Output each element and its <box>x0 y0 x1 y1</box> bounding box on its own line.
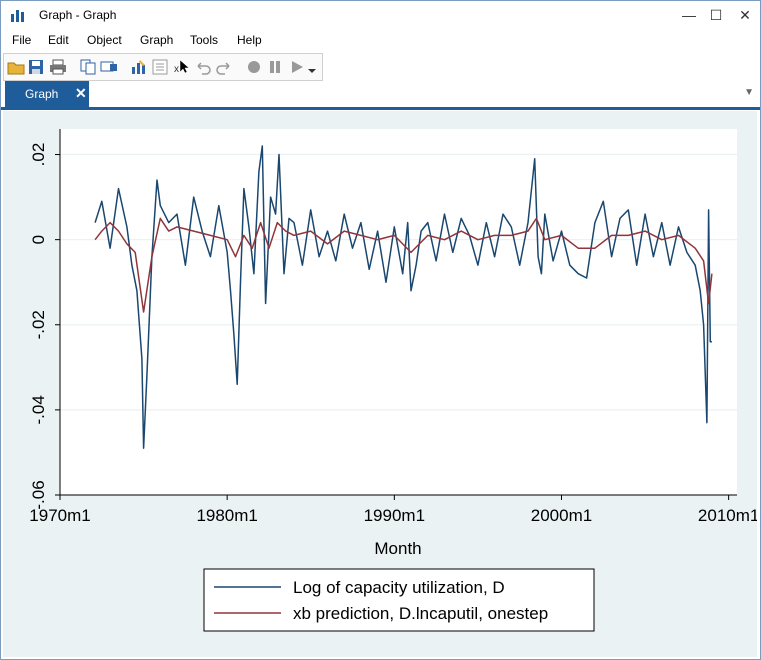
menu-file[interactable]: File <box>12 33 32 47</box>
menu-edit[interactable]: Edit <box>48 33 69 47</box>
graph-editor-icon[interactable] <box>130 58 148 76</box>
print-icon[interactable] <box>49 58 67 76</box>
tab-close-icon[interactable]: ✕ <box>75 85 87 101</box>
tab-list-dropdown-icon[interactable]: ▼ <box>744 87 754 98</box>
y-tick-label: 0 <box>29 235 48 244</box>
x-tick-label: 2010m1 <box>698 506 757 525</box>
series-line-2 <box>94 217 713 313</box>
legend-label-series-2: xb prediction, D.lncaputil, onestep <box>293 604 548 623</box>
tab-graph[interactable]: Graph ✕ <box>5 81 89 107</box>
y-tick-label: -.06 <box>29 480 48 509</box>
chart-svg: .02 0 -.02 -.04 -.06 1970m1 1980m1 1990m1 2000m… <box>29 129 759 632</box>
x-tick-label: 2000m1 <box>531 506 592 525</box>
legend-box <box>203 568 595 632</box>
y-axis-ticks: .02 0 -.02 -.04 -.06 <box>29 143 60 510</box>
pause-icon[interactable] <box>266 58 284 76</box>
x-axis-ticks: 1970m1 1980m1 1990m1 2000m1 2010m1 <box>29 495 759 525</box>
y-tick-label: -.04 <box>29 395 48 424</box>
rename-icon[interactable] <box>100 58 118 76</box>
open-icon[interactable] <box>7 58 25 76</box>
redo-icon[interactable] <box>215 58 233 76</box>
copy-icon[interactable] <box>79 58 97 76</box>
toolbar: x <box>3 53 323 81</box>
x-axis-title: Month <box>374 539 421 558</box>
menu-tools[interactable]: Tools <box>190 33 219 47</box>
menu-object[interactable]: Object <box>87 33 122 47</box>
plot-region <box>60 129 737 495</box>
save-icon[interactable] <box>27 58 45 76</box>
menu-help[interactable]: Help <box>237 33 262 47</box>
play-icon[interactable] <box>288 58 306 76</box>
tab-underline <box>1 107 760 110</box>
graph-canvas: .02 0 -.02 -.04 -.06 1970m1 1980m1 1990m1 2000m… <box>3 111 759 657</box>
legend: Log of capacity utilization, D xb predic… <box>203 568 595 632</box>
series-lines <box>94 145 713 449</box>
window-title: Graph - Graph <box>39 8 117 22</box>
x-tick-label: 1990m1 <box>364 506 425 525</box>
menu-graph[interactable]: Graph <box>140 33 174 47</box>
y-tick-label: -.02 <box>29 310 48 339</box>
x-tick-label: 1970m1 <box>29 506 90 525</box>
x-tick-label: 1980m1 <box>196 506 257 525</box>
record-icon[interactable] <box>245 58 263 76</box>
object-browser-icon[interactable] <box>151 58 169 76</box>
title-bar: Graph - Graph — ☐ ✕ <box>1 1 760 29</box>
series-line-1 <box>94 145 712 449</box>
stata-graph-app-icon <box>11 10 24 22</box>
legend-label-series-1: Log of capacity utilization, D <box>293 578 505 597</box>
close-editor-icon[interactable]: x <box>172 58 190 76</box>
y-tick-label: .02 <box>29 143 48 167</box>
menu-bar: File Edit Object Graph Tools Help <box>1 31 760 51</box>
minimize-button[interactable]: — <box>682 7 696 23</box>
tab-strip: Graph ✕ ▼ <box>1 81 760 107</box>
maximize-button[interactable]: ☐ <box>709 7 723 23</box>
dropdown-icon[interactable] <box>306 58 318 76</box>
undo-icon[interactable] <box>194 58 212 76</box>
tab-graph-label: Graph <box>25 87 59 101</box>
svg-text:x: x <box>174 64 179 75</box>
close-button[interactable]: ✕ <box>739 7 751 23</box>
